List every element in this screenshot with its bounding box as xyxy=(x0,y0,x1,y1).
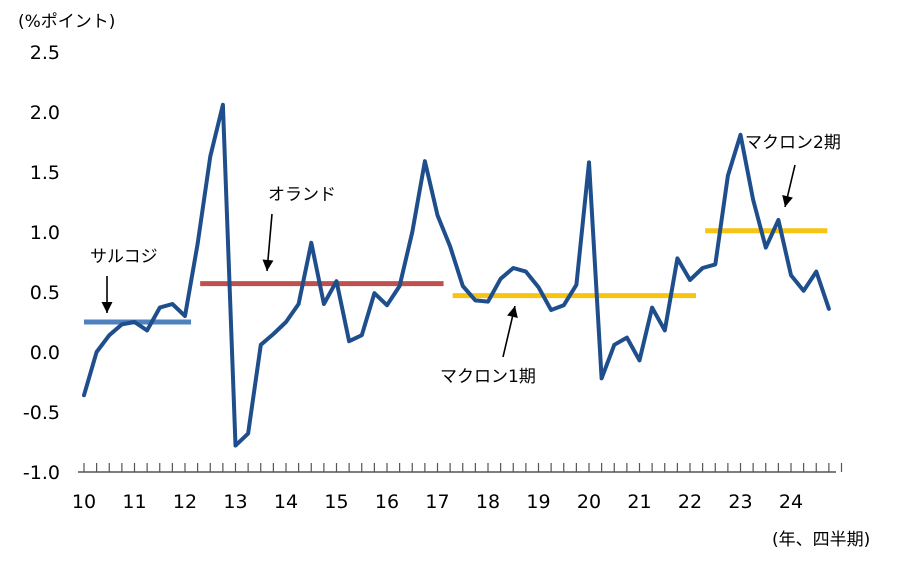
annotation-arrow-head xyxy=(782,195,793,207)
x-tick-label: 22 xyxy=(678,491,702,513)
x-axis: 10 11 12 13 14 15 16 17 18 19 20 21 22 23 24 xyxy=(72,463,843,513)
x-tick-label: 17 xyxy=(425,491,449,513)
x-tick-label: 10 xyxy=(72,491,96,513)
y-unit-label: (%ポイント) xyxy=(18,12,115,32)
annotation-label: マクロン2期 xyxy=(745,133,841,153)
annotation-arrow-head xyxy=(507,306,518,318)
annotation-arrow-head xyxy=(101,302,113,313)
x-tick-label: 15 xyxy=(324,491,348,513)
y-tick-label: 2.0 xyxy=(30,102,60,124)
x-tick-label: 16 xyxy=(375,491,399,513)
x-tick-label: 24 xyxy=(779,491,803,513)
annotation-label: オランド xyxy=(268,185,336,205)
y-tick-label: -1.0 xyxy=(23,462,60,484)
x-tick-label: 23 xyxy=(728,491,752,513)
x-tick-label: 14 xyxy=(274,491,298,513)
y-axis-ticks: 2.5 2.0 1.5 1.0 0.5 0.0 -0.5 -1.0 xyxy=(23,42,60,484)
annotation-label: サルコジ xyxy=(90,247,158,267)
y-tick-label: 1.0 xyxy=(30,222,60,244)
x-tick-label: 11 xyxy=(122,491,146,513)
y-tick-label: 1.5 xyxy=(30,162,60,184)
x-tick-label: 18 xyxy=(476,491,500,513)
annotation-label: マクロン1期 xyxy=(440,367,536,387)
series-line xyxy=(82,102,831,448)
y-tick-label: -0.5 xyxy=(23,402,60,424)
x-unit-label: (年、四半期) xyxy=(772,530,870,550)
x-tick-label: 13 xyxy=(223,491,247,513)
x-tick-label: 20 xyxy=(577,491,601,513)
x-tick-label: 19 xyxy=(526,491,550,513)
y-tick-label: 0.5 xyxy=(30,282,60,304)
x-tick-label: 12 xyxy=(173,491,197,513)
annotation-arrow-head xyxy=(262,259,274,271)
x-tick-label: 21 xyxy=(627,491,651,513)
y-tick-label: 0.0 xyxy=(30,342,60,364)
y-tick-label: 2.5 xyxy=(30,42,60,64)
